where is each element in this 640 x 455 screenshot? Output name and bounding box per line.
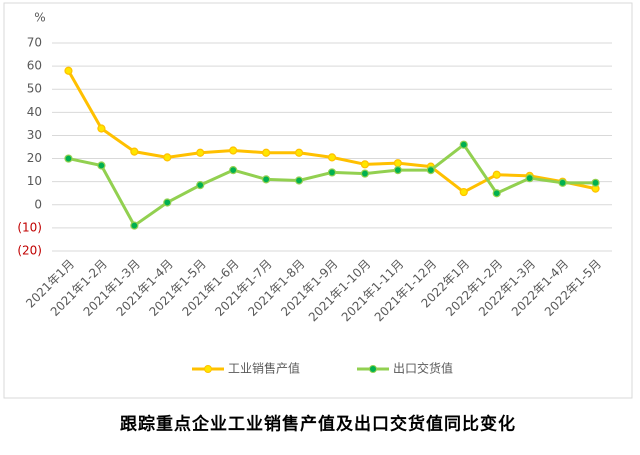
- data-point: [196, 181, 205, 190]
- y-tick-label: 60: [27, 59, 42, 73]
- legend-marker: [204, 365, 212, 373]
- y-tick-label: (20): [17, 244, 42, 258]
- data-point: [294, 148, 304, 157]
- data-point: [327, 153, 337, 162]
- data-point: [163, 198, 172, 207]
- legend-label: 出口交货值: [393, 361, 453, 376]
- legend-label: 工业销售产值: [228, 361, 300, 376]
- data-point: [229, 166, 238, 175]
- data-point: [492, 170, 501, 179]
- data-point: [393, 159, 402, 168]
- legend-marker: [369, 365, 377, 373]
- data-point: [360, 160, 370, 169]
- data-point: [492, 189, 501, 198]
- y-tick-label: 40: [27, 105, 42, 119]
- data-point: [426, 166, 435, 175]
- data-point: [591, 178, 600, 187]
- data-point: [525, 174, 534, 183]
- data-point: [393, 166, 402, 175]
- data-point: [558, 178, 567, 187]
- data-point: [163, 153, 172, 162]
- y-tick-label: 10: [27, 174, 42, 188]
- data-point: [97, 124, 106, 133]
- data-point: [97, 161, 106, 170]
- data-point: [327, 168, 337, 177]
- data-point: [64, 66, 73, 75]
- data-point: [64, 154, 73, 163]
- y-unit: %: [34, 11, 45, 25]
- data-point: [196, 148, 205, 157]
- y-tick-label: 50: [27, 82, 42, 96]
- data-point: [130, 147, 139, 156]
- data-point: [229, 146, 238, 155]
- data-point: [294, 176, 304, 185]
- y-tick-label: 20: [27, 151, 42, 165]
- y-tick-label: 70: [27, 36, 42, 50]
- y-tick-label: 0: [34, 197, 42, 211]
- y-tick-label: 30: [27, 128, 42, 142]
- data-point: [459, 140, 468, 149]
- chart-title: 跟踪重点企业工业销售产值及出口交货值同比变化: [120, 414, 516, 435]
- data-point: [262, 148, 271, 157]
- data-point: [130, 221, 139, 230]
- y-tick-label: (10): [17, 220, 42, 234]
- data-point: [360, 169, 370, 178]
- chart-border: [3, 2, 633, 399]
- data-point: [262, 175, 271, 184]
- data-point: [459, 187, 468, 197]
